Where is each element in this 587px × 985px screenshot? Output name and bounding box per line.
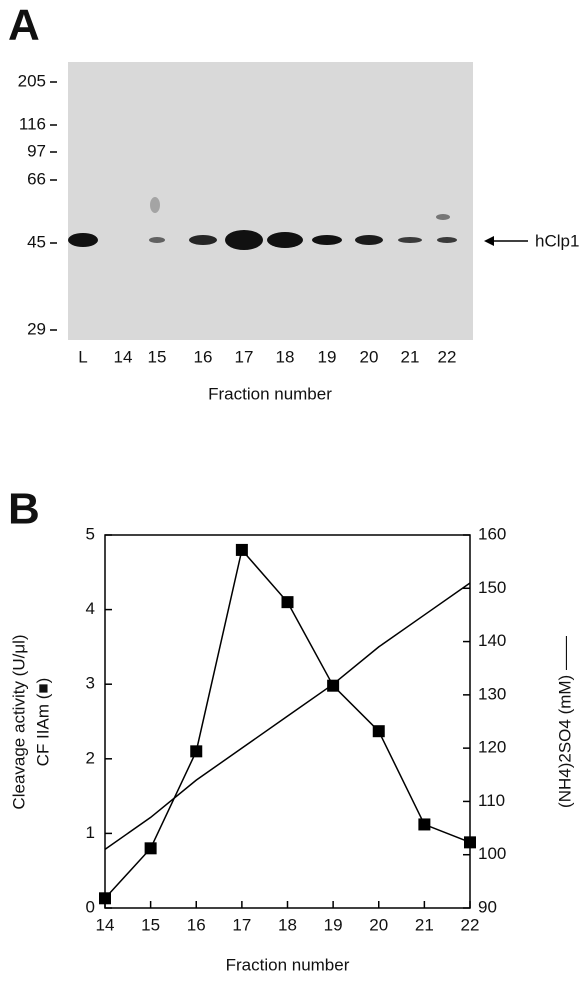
- y-tick-label: 1: [86, 823, 95, 842]
- band: [355, 235, 383, 245]
- y-axis-label: CF IIAm (■): [33, 678, 52, 767]
- y2-tick-label: 100: [478, 844, 506, 863]
- y2-tick-label: 90: [478, 897, 497, 916]
- marker-label: 116: [19, 114, 46, 133]
- y2-axis-label: (NH4)2SO4 (mM) ——: [555, 636, 574, 808]
- series-marker: [144, 842, 157, 855]
- y-axis-label: Cleavage activity (U/μl): [9, 634, 28, 809]
- lane-label: 20: [360, 347, 379, 366]
- y2-tick-label: 140: [478, 631, 506, 650]
- y-tick-label: 5: [86, 524, 95, 543]
- x-axis-label: Fraction number: [226, 955, 350, 974]
- series-marker: [281, 596, 294, 609]
- panel-label: A: [8, 1, 40, 50]
- marker-label: 97: [27, 141, 46, 160]
- band-arrow-head: [484, 236, 494, 246]
- x-tick-label: 22: [461, 915, 480, 934]
- series-marker: [190, 745, 203, 758]
- marker-label: 66: [27, 169, 46, 188]
- y2-tick-label: 150: [478, 578, 506, 597]
- x-tick-label: 19: [324, 915, 343, 934]
- panel-label: B: [8, 485, 40, 534]
- y2-tick-label: 110: [478, 791, 505, 810]
- y-tick-label: 4: [86, 599, 95, 618]
- series-marker: [235, 543, 248, 556]
- series-marker: [464, 836, 476, 849]
- x-tick-label: 17: [232, 915, 251, 934]
- band: [398, 237, 422, 243]
- band: [189, 235, 217, 245]
- lane-label: 19: [318, 347, 337, 366]
- x-tick-label: 14: [96, 915, 115, 934]
- x-tick-label: 21: [415, 915, 434, 934]
- band: [267, 232, 303, 248]
- x-tick-label: 20: [369, 915, 388, 934]
- plot-frame: [104, 534, 471, 909]
- y-tick-label: 2: [86, 748, 95, 767]
- band: [312, 235, 342, 245]
- band: [68, 233, 98, 247]
- series-marker: [99, 892, 111, 905]
- y-tick-label: 3: [86, 674, 95, 693]
- y2-tick-label: 130: [478, 684, 506, 703]
- y2-tick-label: 120: [478, 738, 506, 757]
- lane-label: 14: [114, 347, 133, 366]
- band: [225, 230, 263, 250]
- series-marker: [372, 725, 385, 738]
- band-label: hClp1: [535, 231, 579, 250]
- marker-label: 205: [18, 71, 46, 90]
- band: [437, 237, 457, 243]
- x-tick-label: 18: [278, 915, 297, 934]
- lane-label: 22: [438, 347, 457, 366]
- lane-label: 16: [194, 347, 213, 366]
- band: [149, 237, 165, 243]
- lane-label: 18: [276, 347, 295, 366]
- marker-label: 29: [27, 319, 46, 338]
- y-tick-label: 0: [86, 897, 95, 916]
- series-line: [104, 582, 471, 850]
- blot-x-label: Fraction number: [208, 384, 332, 403]
- x-tick-label: 16: [187, 915, 206, 934]
- lane-label: 15: [148, 347, 167, 366]
- series-marker: [418, 818, 431, 831]
- x-tick-label: 15: [141, 915, 160, 934]
- band: [150, 197, 160, 213]
- blot: [68, 62, 473, 340]
- lane-label: 21: [401, 347, 420, 366]
- marker-label: 45: [27, 232, 46, 251]
- band: [436, 214, 450, 220]
- y2-tick-label: 160: [478, 524, 506, 543]
- lane-label: L: [78, 347, 87, 366]
- lane-label: 17: [235, 347, 254, 366]
